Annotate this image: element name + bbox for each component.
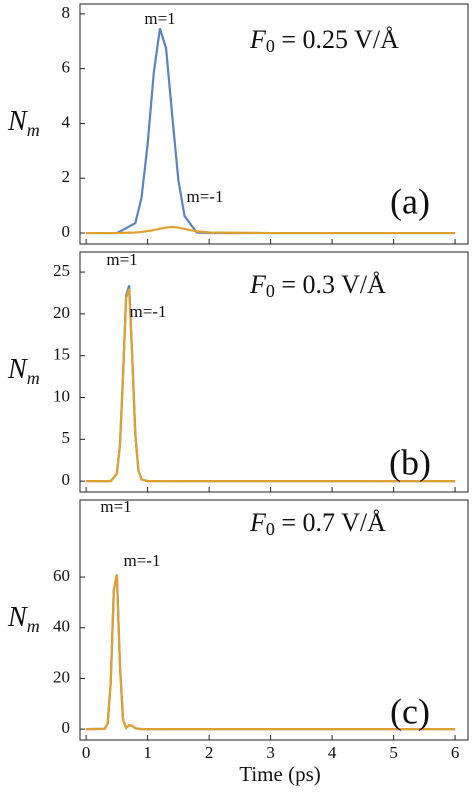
x-tick-label: 2 xyxy=(205,743,214,762)
series-line xyxy=(86,288,456,483)
panel-label: (c) xyxy=(390,691,430,731)
series-line xyxy=(86,225,456,235)
plot-frame xyxy=(79,3,469,245)
y-label-subscript: m xyxy=(27,616,40,636)
title-subscript: 0 xyxy=(266,281,275,301)
y-tick-label: 40 xyxy=(53,617,70,636)
panel-label: (a) xyxy=(390,181,430,221)
y-tick-label: 60 xyxy=(53,566,70,585)
title-rest: = 0.3 V/Å xyxy=(275,270,386,299)
series-line xyxy=(86,574,456,731)
series-label: m=1 xyxy=(106,250,137,269)
plot-frame xyxy=(79,499,469,741)
y-axis-label: Nm xyxy=(7,106,40,140)
plot-frame xyxy=(79,251,469,493)
y-axis-label: Nm xyxy=(7,602,40,636)
panel-title: F0 = 0.3 V/Å xyxy=(249,270,386,301)
y-tick-label: 0 xyxy=(62,470,71,489)
title-subscript: 0 xyxy=(266,519,275,539)
y-tick-label: 2 xyxy=(62,167,71,186)
series-label: m=1 xyxy=(144,9,175,28)
panel-label: (b) xyxy=(389,442,431,482)
y-tick-label: 20 xyxy=(53,303,70,322)
y-label-main: N xyxy=(7,354,28,385)
x-tick-label: 3 xyxy=(266,743,275,762)
series-label: m=-1 xyxy=(130,302,167,321)
title-main: F xyxy=(249,25,267,54)
x-axis-label: Time (ps) xyxy=(239,762,321,786)
x-tick-label: 5 xyxy=(389,743,398,762)
series-label: m=1 xyxy=(100,497,131,516)
title-rest: = 0.7 V/Å xyxy=(275,508,386,537)
series-label: m=-1 xyxy=(187,187,224,206)
y-tick-label: 20 xyxy=(53,667,70,686)
y-tick-label: 8 xyxy=(62,3,71,22)
y-label-subscript: m xyxy=(27,120,40,140)
y-tick-label: 0 xyxy=(62,222,71,241)
y-label-subscript: m xyxy=(27,368,40,388)
y-tick-label: 15 xyxy=(53,345,70,364)
x-tick-label: 1 xyxy=(143,743,152,762)
y-tick-label: 4 xyxy=(62,112,71,131)
title-subscript: 0 xyxy=(266,36,275,56)
y-tick-label: 0 xyxy=(62,718,71,737)
y-label-main: N xyxy=(7,106,28,137)
y-tick-label: 25 xyxy=(53,261,70,280)
title-main: F xyxy=(249,508,267,537)
y-tick-label: 5 xyxy=(62,428,71,447)
panel-title: F0 = 0.25 V/Å xyxy=(249,25,399,56)
y-label-main: N xyxy=(7,602,28,633)
panel-title: F0 = 0.7 V/Å xyxy=(249,508,386,539)
y-tick-label: 10 xyxy=(53,386,70,405)
x-tick-label: 0 xyxy=(82,743,91,762)
x-tick-label: 4 xyxy=(328,743,337,762)
series-label: m=-1 xyxy=(124,551,161,570)
y-axis-label: Nm xyxy=(7,354,40,388)
title-rest: = 0.25 V/Å xyxy=(275,25,399,54)
y-tick-label: 6 xyxy=(62,58,71,77)
title-main: F xyxy=(249,270,267,299)
x-tick-label: 6 xyxy=(451,743,460,762)
